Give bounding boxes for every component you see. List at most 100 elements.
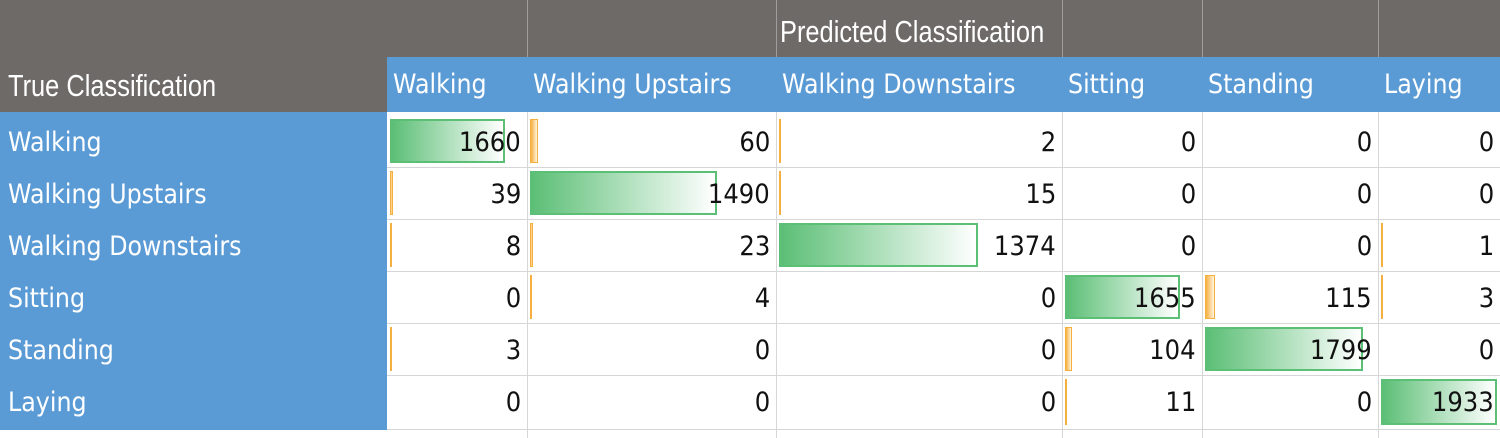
cell-value: 0 [1478,335,1494,366]
matrix-cell: 0 [776,324,1062,376]
matrix-cell: 0 [1378,168,1500,220]
data-bar-green [1381,379,1497,425]
column-gridline [776,112,777,438]
matrix-cell: 39 [387,168,527,220]
data-bar-orange [530,119,538,163]
column-gridline [527,112,528,438]
cell-value: 15 [1025,179,1056,210]
cell-value: 0 [1478,127,1494,158]
matrix-cell: 0 [776,376,1062,430]
matrix-cell: 0 [1378,116,1500,168]
row-gridline [387,375,1500,376]
cell-value: 0 [1356,231,1372,262]
data-bar-orange [1065,327,1072,371]
row-gridline [387,271,1500,272]
row-header-walking: Walking [8,127,102,158]
row-header-band [0,112,387,430]
matrix-cell: 0 [387,272,527,324]
predicted-classification-title: Predicted Classification [780,14,1045,49]
cell-value: 11 [1165,387,1196,418]
true-classification-title: True Classification [8,68,217,103]
header-column-separator [527,0,528,57]
column-header-walking-downstairs: Walking Downstairs [782,69,1016,100]
data-bar-green [390,119,505,163]
matrix-cell: 0 [1202,116,1378,168]
matrix-cell: 104 [1062,324,1202,376]
row-header-laying: Laying [8,387,87,418]
cell-value: 0 [1040,387,1056,418]
matrix-cell: 60 [527,116,776,168]
data-bar-orange [1065,379,1067,425]
true-classification-header-cell: True Classification [0,0,387,112]
column-header-laying: Laying [1384,69,1463,100]
cell-value: 0 [1356,179,1372,210]
matrix-cell: 115 [1202,272,1378,324]
cell-value: 39 [490,179,521,210]
matrix-cell: 0 [1062,116,1202,168]
cell-value: 1660 [459,127,521,158]
cell-value: 0 [1356,387,1372,418]
data-bar-orange [1205,275,1215,319]
cell-value: 0 [1040,335,1056,366]
matrix-cell: 3 [1378,272,1500,324]
cell-value: 1933 [1432,387,1494,418]
predicted-header-band: Predicted Classification [387,0,1500,57]
data-bar-orange [1381,275,1383,319]
column-header-sitting: Sitting [1068,69,1146,100]
matrix-cell: 0 [1062,168,1202,220]
header-column-separator [776,0,777,57]
matrix-cell: 1799 [1202,324,1378,376]
matrix-cell: 0 [1202,376,1378,430]
matrix-cell: 0 [1202,220,1378,272]
cell-value: 0 [754,387,770,418]
column-gridline [1062,112,1063,438]
matrix-cell: 0 [1062,220,1202,272]
data-bar-green [1065,275,1180,319]
matrix-cell: 3 [387,324,527,376]
data-bar-green [1205,327,1363,371]
cell-value: 1799 [1310,335,1372,366]
matrix-cell: 0 [1378,324,1500,376]
cell-value: 60 [739,127,770,158]
header-column-separator [1202,0,1203,57]
cell-value: 0 [1478,179,1494,210]
matrix-cell: 11 [1062,376,1202,430]
matrix-cell: 15 [776,168,1062,220]
cell-value: 1655 [1134,283,1196,314]
matrix-cell: 4 [527,272,776,324]
cell-value: 0 [1180,127,1196,158]
header-column-separator [1378,0,1379,57]
cell-value: 4 [754,283,770,314]
data-bar-orange [779,119,781,163]
matrix-cell: 0 [387,376,527,430]
matrix-cell: 1933 [1378,376,1500,430]
row-header-standing: Standing [8,335,114,366]
data-bar-orange [779,171,781,215]
data-bar-orange [530,223,533,267]
row-header-sitting: Sitting [8,283,86,314]
cell-value: 0 [1180,231,1196,262]
cell-value: 0 [1040,283,1056,314]
matrix-cell: 0 [527,324,776,376]
cell-value: 1490 [708,179,770,210]
cell-value: 2 [1040,127,1056,158]
cell-value: 0 [1356,127,1372,158]
row-gridline [387,323,1500,324]
row-gridline [387,219,1500,220]
column-gridline [1202,112,1203,438]
matrix-cell: 1660 [387,116,527,168]
row-header-walking-upstairs: Walking Upstairs [8,179,207,210]
data-bar-orange [530,275,532,319]
matrix-cell: 1655 [1062,272,1202,324]
matrix-cell: 0 [527,376,776,430]
cell-value: 0 [505,283,521,314]
cell-value: 0 [1180,179,1196,210]
row-gridline [387,429,1500,430]
matrix-cell: 0 [1202,168,1378,220]
matrix-cell: 8 [387,220,527,272]
matrix-cell: 0 [776,272,1062,324]
cell-value: 115 [1325,283,1372,314]
header-column-separator [1062,0,1063,57]
column-header-band [387,57,1500,112]
